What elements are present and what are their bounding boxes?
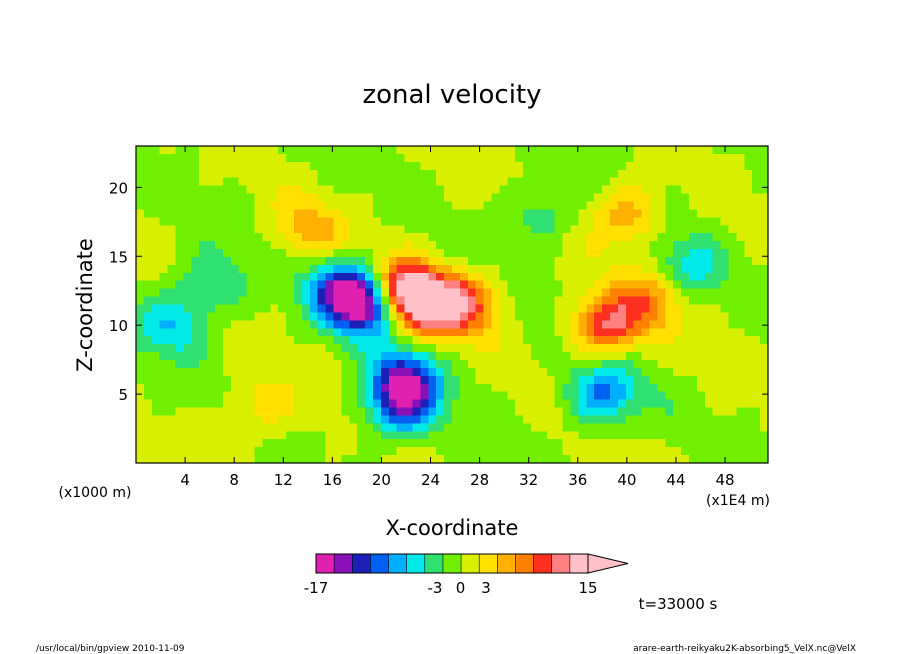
x-tick-label: 36 <box>568 471 587 489</box>
colorbar-segment <box>406 554 426 573</box>
colorbar-tick-label: -3 <box>428 579 443 597</box>
y-axis-ticks: 5 10 15 20 <box>109 179 768 404</box>
colorbar-tick-label: -17 <box>304 579 329 597</box>
x-tick-label: 28 <box>470 471 489 489</box>
colorbar-segment <box>370 554 389 573</box>
velocity-field-image <box>136 146 768 463</box>
colorbar-segment <box>569 554 589 573</box>
colorbar-tick-label: 15 <box>578 579 597 597</box>
x-axis-label: X-coordinate <box>386 516 519 540</box>
x-tick-label: 16 <box>323 471 342 489</box>
colorbar-segment <box>442 554 462 573</box>
plot-frame <box>135 145 769 464</box>
colorbar-ticks: -17 -3 0 3 15 <box>304 579 598 597</box>
y-tick-label: 15 <box>109 248 128 266</box>
plot-area <box>135 145 769 464</box>
x-tick-label: 48 <box>716 471 735 489</box>
x-tick-label: 8 <box>229 471 239 489</box>
x-tick-label: 40 <box>617 471 636 489</box>
y-axis-unit: (x1000 m) <box>59 485 132 501</box>
footer-left: /usr/local/bin/gpview 2010-11-09 <box>36 644 185 654</box>
x-tick-label: 12 <box>274 471 293 489</box>
x-axis-unit: (x1E4 m) <box>706 493 770 509</box>
footer-right: arare-earth-reikyaku2K-absorbing5_VelX.n… <box>633 644 856 654</box>
time-annotation: t=33000 s <box>639 595 718 613</box>
colorbar-segment <box>424 554 444 573</box>
colorbar-segment <box>352 554 371 573</box>
contour-field <box>136 146 768 463</box>
y-tick-label: 5 <box>118 386 128 404</box>
colorbar <box>315 553 629 574</box>
x-tick-label: 4 <box>180 471 190 489</box>
colorbar-tick-label: 0 <box>456 579 466 597</box>
colorbar-segment <box>316 554 335 573</box>
x-axis-ticks: 4 8 12 16 20 24 28 32 36 40 44 48 <box>180 146 735 489</box>
colorbar-segment <box>551 554 571 573</box>
colorbar-segment <box>334 554 353 573</box>
chart-title: zonal velocity <box>362 80 541 110</box>
colorbar-arrow <box>587 553 629 574</box>
colorbar-frame <box>315 553 589 574</box>
y-tick-label: 10 <box>109 317 128 335</box>
x-tick-label: 32 <box>519 471 538 489</box>
colorbar-segment <box>533 554 553 573</box>
colorbar-segment <box>388 554 408 573</box>
colorbar-segment <box>461 554 480 573</box>
colorbar-segment <box>479 554 498 573</box>
x-tick-label: 24 <box>421 471 440 489</box>
colorbar-segment <box>515 554 534 573</box>
x-tick-label: 44 <box>666 471 685 489</box>
colorbar-tick-label: 3 <box>481 579 491 597</box>
y-tick-label: 20 <box>109 179 128 197</box>
x-tick-label: 20 <box>372 471 391 489</box>
y-axis-label: Z-coordinate <box>73 238 97 372</box>
colorbar-segment <box>497 554 516 573</box>
